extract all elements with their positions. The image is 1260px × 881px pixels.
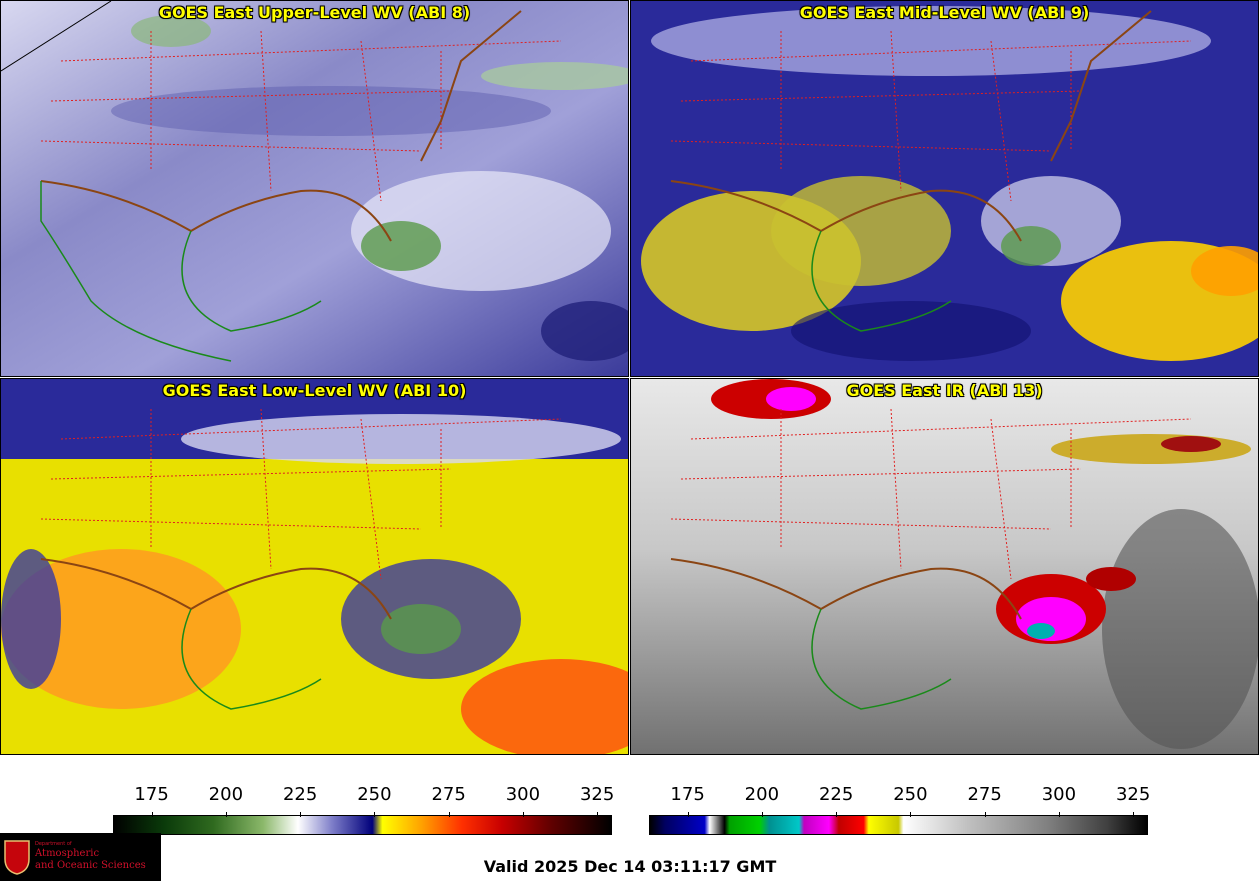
- colorbar-tick-mark: [836, 812, 838, 817]
- uw-crest-icon: [4, 840, 30, 875]
- colorbar-tick-mark: [984, 812, 986, 817]
- colorbar-tick-label: 275: [431, 784, 466, 805]
- logo-department: Department of: [35, 841, 72, 847]
- ir-imagery: [631, 379, 1258, 754]
- colorbar-tick-mark: [910, 812, 912, 817]
- colorbar-tick-mark: [761, 812, 763, 817]
- logo-line2: and Oceanic Sciences: [35, 860, 146, 871]
- panel-low-level-wv: GOES East Low-Level WV (ABI 10): [0, 378, 629, 755]
- colorbar-tick-mark: [597, 812, 599, 817]
- ir-colorbar: [649, 815, 1148, 835]
- panel-title: GOES East IR (ABI 13): [846, 381, 1043, 400]
- aos-logo: Department of Atmospheric and Oceanic Sc…: [0, 833, 161, 881]
- colorbar-tick-label: 300: [505, 784, 541, 805]
- panel-title: GOES East Low-Level WV (ABI 10): [162, 381, 467, 400]
- panel-title: GOES East Mid-Level WV (ABI 9): [799, 3, 1090, 22]
- logo-line1: Atmospheric: [35, 848, 100, 859]
- colorbar-tick-mark: [1133, 812, 1135, 817]
- upper-level-wv-imagery: [1, 1, 628, 376]
- colorbar-tick-label: 225: [282, 784, 318, 805]
- panel-title: GOES East Upper-Level WV (ABI 8): [158, 3, 471, 22]
- colorbar-tick-label: 175: [134, 784, 169, 805]
- colorbar-tick-label: 275: [967, 784, 1002, 805]
- colorbar-tick-label: 300: [1041, 784, 1077, 805]
- colorbar-tick-label: 325: [579, 784, 615, 805]
- colorbar-tick-mark: [151, 812, 153, 817]
- low-level-wv-imagery: [1, 379, 628, 754]
- panel-mid-level-wv: GOES East Mid-Level WV (ABI 9): [630, 0, 1259, 377]
- colorbar-tick-mark: [522, 812, 524, 817]
- colorbar-tick-mark: [300, 812, 302, 817]
- mid-level-wv-imagery: [631, 1, 1258, 376]
- colorbar-tick-label: 200: [744, 784, 780, 805]
- colorbar-tick-mark: [687, 812, 689, 817]
- colorbar-tick-mark: [448, 812, 450, 817]
- colorbar-tick-mark: [1058, 812, 1060, 817]
- colorbar-tick-mark: [374, 812, 376, 817]
- colorbar-tick-label: 250: [893, 784, 928, 805]
- colorbar-tick-label: 225: [818, 784, 854, 805]
- wv-colorbar: [113, 815, 612, 835]
- colorbar-tick-label: 325: [1115, 784, 1151, 805]
- colorbar-tick-mark: [225, 812, 227, 817]
- colorbar-tick-label: 175: [670, 784, 705, 805]
- panel-ir: GOES East IR (ABI 13): [630, 378, 1259, 755]
- valid-time: Valid 2025 Dec 14 03:11:17 GMT: [483, 857, 777, 876]
- panel-upper-level-wv: GOES East Upper-Level WV (ABI 8): [0, 0, 629, 377]
- colorbar-tick-label: 200: [208, 784, 244, 805]
- colorbar-tick-label: 250: [357, 784, 392, 805]
